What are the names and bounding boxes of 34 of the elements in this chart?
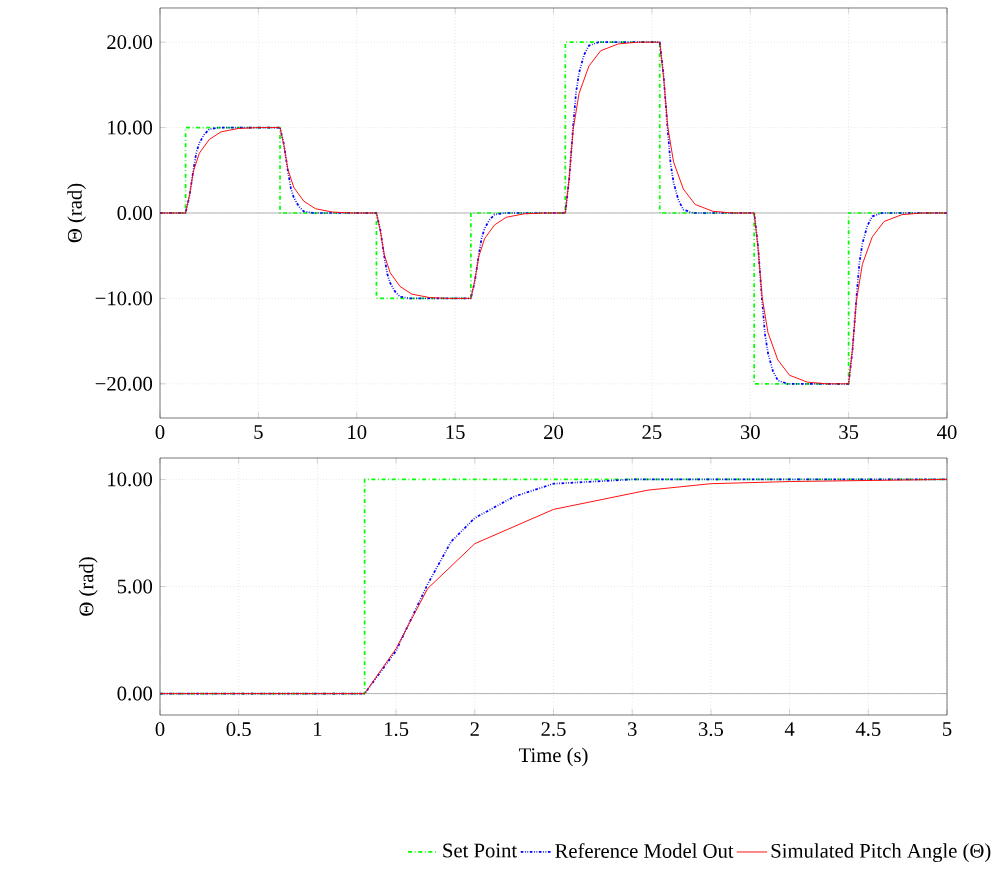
x-tick-label: 35: [839, 425, 859, 440]
y-axis-title: Θ (rad): [78, 557, 98, 616]
x-tick-label: 4.5: [855, 722, 881, 737]
legend-label: Set Point: [443, 843, 518, 858]
x-tick-label: 2.5: [541, 722, 566, 737]
x-tick-label: 0: [155, 425, 165, 440]
legend-label: Reference Model Out: [555, 843, 734, 858]
x-tick-label: 30: [740, 425, 760, 440]
y-tick-label: 0.00: [117, 686, 153, 701]
x-tick-label: 0.5: [226, 722, 251, 737]
y-tick-label: −10.00: [95, 291, 153, 306]
x-tick-label: 25: [642, 425, 662, 440]
x-tick-label: 5: [943, 722, 952, 736]
x-tick-label: 1.5: [385, 722, 409, 737]
y-tick-label: 5.00: [117, 579, 153, 594]
x-tick-label: 10: [348, 425, 367, 440]
x-tick-label: 5: [254, 425, 263, 439]
x-tick-label: 1: [314, 722, 322, 736]
y-tick-label: 20.00: [107, 35, 153, 50]
x-tick-label: 3.5: [698, 722, 723, 737]
x-tick-label: 0: [155, 722, 165, 737]
x-tick-label: 2: [470, 722, 479, 736]
y-tick-label: 10.00: [108, 472, 153, 487]
y-tick-label: 10.00: [108, 120, 153, 135]
x-tick-label: 3: [628, 722, 637, 737]
x-tick-label: 4: [784, 722, 795, 736]
y-tick-label: −20.00: [95, 376, 153, 391]
legend-label: Simulated Pitch Angle (Θ): [771, 843, 991, 863]
x-tick-label: 20: [544, 425, 564, 440]
x-axis-title: Time (s): [518, 747, 588, 767]
y-tick-label: 0.00: [117, 205, 153, 221]
x-tick-label: 40: [937, 425, 957, 440]
y-axis-title: Θ (rad): [67, 183, 86, 243]
x-tick-label: 15: [446, 425, 465, 439]
